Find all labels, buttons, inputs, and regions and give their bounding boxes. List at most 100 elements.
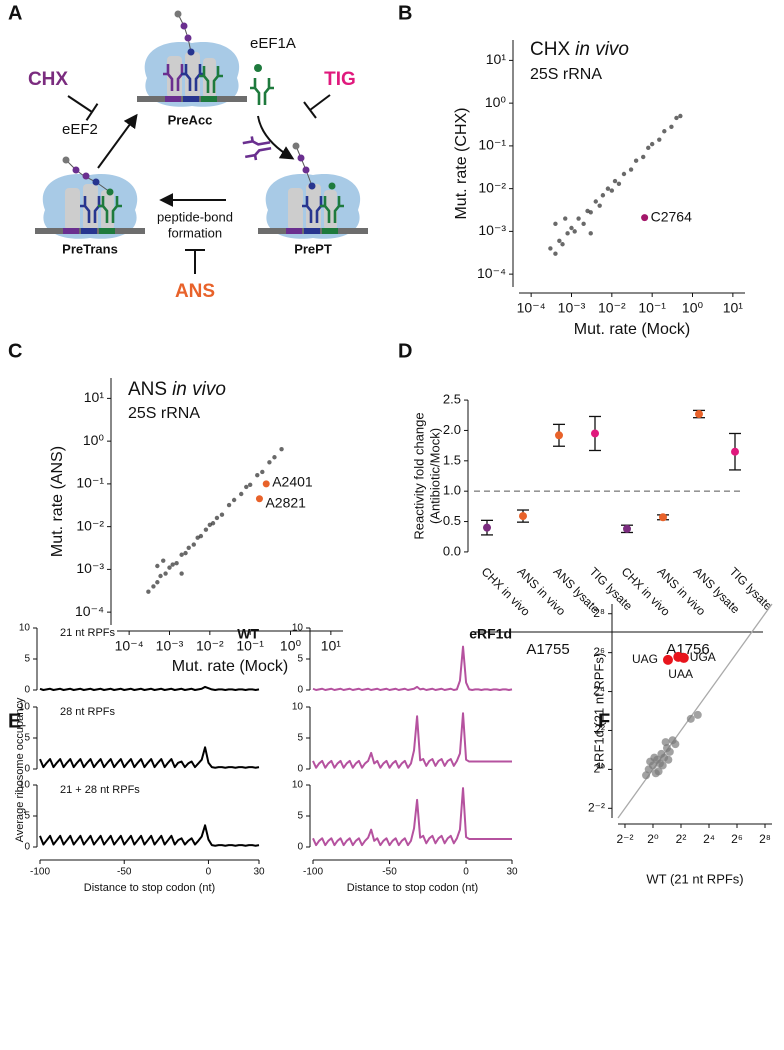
y-tick-label: 10⁻¹ xyxy=(478,137,506,153)
y-tick-label: 10⁰ xyxy=(485,94,507,110)
point xyxy=(158,573,163,579)
x-tick-label: 10⁰ xyxy=(280,638,302,654)
panel-a: CHX TIG ANS eEF1A eEF2 PreAcc PreTrans P… xyxy=(28,10,368,302)
y-tick-label: 2.0 xyxy=(443,422,461,437)
inhibition xyxy=(303,101,317,119)
point xyxy=(605,186,611,191)
panel-label: C xyxy=(8,340,22,362)
point xyxy=(163,571,168,576)
y-tick-label: 10⁻¹ xyxy=(76,475,104,491)
row-label: 21 nt RPFs xyxy=(60,627,116,639)
y-tick-label: 2⁶ xyxy=(593,645,605,659)
residue xyxy=(72,166,80,174)
x-tick-label: 10⁻² xyxy=(196,638,224,654)
line xyxy=(39,746,260,769)
residue xyxy=(184,34,192,42)
y-tick-label: 10⁻⁴ xyxy=(75,603,104,619)
y-tick-label: 2² xyxy=(594,723,605,737)
point xyxy=(659,513,667,522)
point xyxy=(621,171,627,177)
y-tick-label: 10 xyxy=(19,702,31,713)
residue xyxy=(92,178,100,186)
state: PreTrans xyxy=(62,241,118,256)
y-axis-label: Mut. rate (ANS) xyxy=(49,446,66,557)
y-tick-label: 1.5 xyxy=(443,452,461,467)
x-tick-label: -50 xyxy=(382,867,397,878)
line xyxy=(39,824,260,847)
inhibition xyxy=(85,103,99,121)
point xyxy=(657,137,662,142)
title-part: ANS xyxy=(128,379,167,400)
point xyxy=(646,757,655,766)
point xyxy=(267,460,272,465)
point xyxy=(519,512,527,521)
y-tick-label: 0.5 xyxy=(443,513,461,528)
point xyxy=(155,580,160,585)
y-tick-label: 0 xyxy=(297,842,303,853)
point xyxy=(151,584,156,589)
point xyxy=(609,188,615,193)
point xyxy=(591,429,599,438)
y-axis-label: Average ribosome occupancy xyxy=(14,697,26,842)
point xyxy=(553,251,558,256)
peptide xyxy=(295,145,313,187)
x-axis-label: WT (21 nt RPFs) xyxy=(646,871,743,886)
x-tick-label: 30 xyxy=(506,867,518,878)
point xyxy=(174,560,179,566)
point xyxy=(198,533,204,539)
y-tick-label: 2⁻² xyxy=(588,800,605,814)
point xyxy=(569,225,574,231)
x-tick-label: -100 xyxy=(303,867,323,878)
step-label: formation xyxy=(168,225,222,240)
state: PreAcc xyxy=(168,112,213,127)
y-tick-label: 10¹ xyxy=(486,51,507,67)
panel-label: D xyxy=(398,340,412,362)
point xyxy=(161,558,166,563)
point xyxy=(167,565,172,570)
x-tick-label: 10⁻¹ xyxy=(638,300,666,316)
y-tick-label: 5 xyxy=(24,811,30,822)
point xyxy=(597,203,602,208)
point xyxy=(693,710,702,719)
point xyxy=(219,512,225,517)
residue xyxy=(254,64,262,72)
factor: eEF2 xyxy=(62,121,98,138)
row-label: 21 + 28 nt RPFs xyxy=(60,784,140,796)
y-tick-label: 0 xyxy=(24,764,30,775)
y-tick-label: 10 xyxy=(292,623,304,634)
point xyxy=(239,491,244,497)
y-tick-label: 5 xyxy=(297,733,303,744)
point xyxy=(628,167,634,172)
point xyxy=(612,178,618,184)
y-tick-label: 10 xyxy=(292,780,304,791)
point xyxy=(272,455,277,460)
title-part: in vivo xyxy=(172,379,226,400)
factor: eEF1A xyxy=(250,35,296,52)
point xyxy=(678,652,689,663)
point xyxy=(662,654,673,665)
point xyxy=(203,527,209,532)
point xyxy=(553,221,558,227)
y-tick-label: 10⁻² xyxy=(76,517,104,533)
y-tick-label: 10¹ xyxy=(84,389,105,405)
y-tick-label: 10 xyxy=(19,623,31,634)
y-tick-label: 10 xyxy=(292,702,304,713)
y-tick-label: 2⁴ xyxy=(593,684,605,698)
residue xyxy=(297,154,305,162)
point xyxy=(247,482,253,488)
chart-subtitle: 25S rRNA xyxy=(530,66,602,83)
y-tick-label: 0 xyxy=(297,764,303,775)
point xyxy=(671,740,680,749)
point xyxy=(155,563,160,569)
y-tick-label: 5 xyxy=(24,654,30,665)
column-title: WT xyxy=(237,626,259,642)
x-tick-label: 2² xyxy=(676,832,687,846)
point xyxy=(669,124,674,129)
inhibitor: CHX xyxy=(28,69,68,90)
point xyxy=(183,550,188,556)
y-tick-label: 0 xyxy=(24,842,30,853)
x-tick-label: 10⁻⁴ xyxy=(115,638,144,654)
point xyxy=(664,755,673,764)
chart-subtitle: 25S rRNA xyxy=(128,405,200,422)
inhibition xyxy=(67,95,93,113)
